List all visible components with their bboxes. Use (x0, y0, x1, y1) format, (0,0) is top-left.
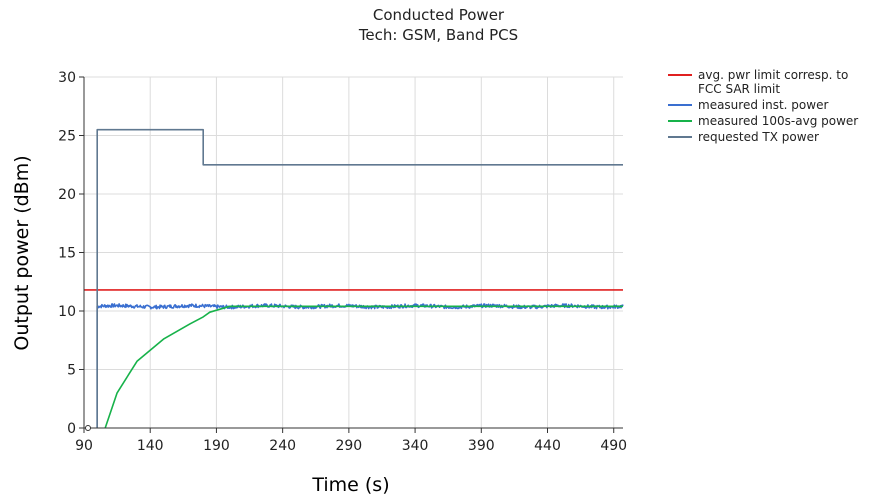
legend-swatch (668, 74, 692, 76)
y-tick-label: 5 (67, 363, 76, 379)
y-tick-label: 15 (58, 246, 76, 262)
x-tick-label: 290 (335, 438, 362, 454)
x-tick-label: 140 (137, 438, 164, 454)
y-tick-label: 10 (58, 304, 76, 320)
x-axis-label: Time (s) (311, 474, 389, 496)
axes: 90 140 190 240 290 340 390 440 490 0 5 10 15 20 25 30 (58, 70, 627, 454)
legend-label: avg. pwr limit corresp. to FCC SAR limit (698, 68, 849, 96)
legend-item: measured 100s-avg power (668, 114, 873, 128)
legend-label: requested TX power (698, 130, 819, 144)
y-tick-label: 30 (58, 70, 76, 86)
legend-item: avg. pwr limit corresp. to FCC SAR limit (668, 68, 873, 96)
legend-swatch (668, 120, 692, 122)
x-tick-label: 440 (534, 438, 561, 454)
series-layer (84, 128, 624, 429)
y-axis-label: Output power (dBm) (11, 155, 33, 350)
chart-title: Conducted Power (372, 6, 505, 24)
series-requested-tx-power (96, 128, 623, 428)
legend-item: requested TX power (668, 130, 873, 144)
legend-swatch (668, 104, 692, 106)
x-tick-label: 90 (75, 438, 93, 454)
series-measured-100s-avg-power (104, 305, 623, 429)
chart-subtitle: Tech: GSM, Band PCS (358, 26, 519, 44)
legend-label: measured inst. power (698, 98, 829, 112)
x-tick-label: 490 (600, 438, 627, 454)
x-tick-label: 390 (468, 438, 495, 454)
legend: avg. pwr limit corresp. to FCC SAR limit… (668, 68, 873, 146)
y-tick-label: 20 (58, 187, 76, 203)
y-tick-label: 25 (58, 129, 76, 145)
grid (83, 76, 623, 429)
origin-marker (85, 425, 91, 431)
y-tick-label: 0 (67, 421, 76, 437)
legend-swatch (668, 136, 692, 138)
legend-label: measured 100s-avg power (698, 114, 859, 128)
x-tick-label: 240 (269, 438, 296, 454)
legend-item: measured inst. power (668, 98, 873, 112)
x-tick-label: 190 (203, 438, 230, 454)
x-tick-label: 340 (402, 438, 429, 454)
